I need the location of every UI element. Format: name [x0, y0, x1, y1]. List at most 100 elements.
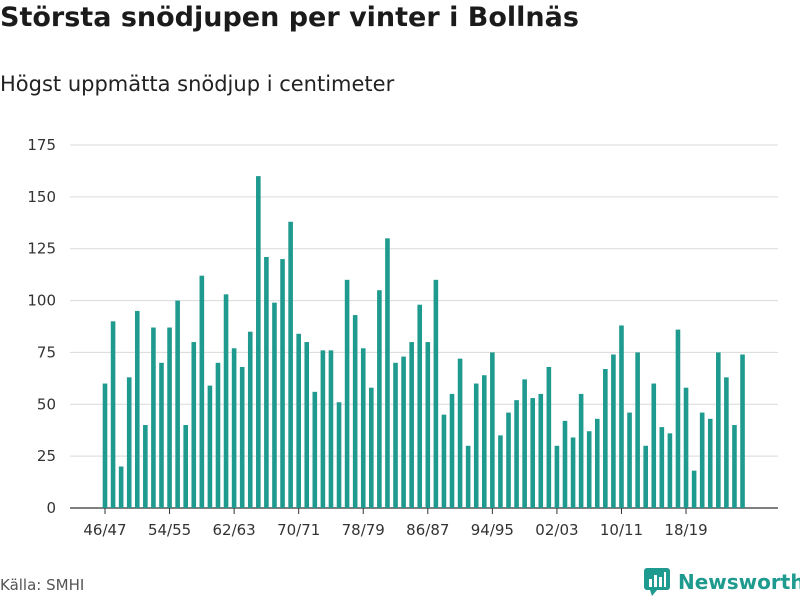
- bar: [207, 385, 213, 508]
- bar: [707, 418, 713, 508]
- x-tick-label: 62/63: [213, 521, 256, 539]
- bar: [167, 327, 172, 508]
- bar: [272, 302, 277, 508]
- bar: [288, 221, 293, 508]
- y-tick-label: 125: [27, 240, 56, 258]
- bar: [449, 393, 455, 508]
- bar: [151, 327, 156, 508]
- bar: [159, 362, 164, 508]
- x-tick-label: 86/87: [406, 521, 449, 539]
- bar: [328, 350, 334, 508]
- bar: [280, 259, 285, 508]
- y-tick-label: 150: [27, 188, 56, 206]
- bar: [377, 290, 382, 508]
- bar: [385, 238, 390, 508]
- x-tick-label: 18/19: [664, 521, 707, 539]
- bar: [264, 257, 269, 508]
- bar: [691, 470, 697, 508]
- bar: [481, 375, 487, 508]
- bar: [344, 279, 350, 508]
- bar: [603, 369, 608, 508]
- y-tick-label: 75: [37, 343, 56, 361]
- x-tick-label: 54/55: [148, 521, 191, 539]
- bar: [393, 362, 398, 508]
- brand-name: Newsworthy: [678, 570, 800, 594]
- bar: [699, 412, 705, 508]
- bar: [514, 400, 519, 508]
- bar: [732, 425, 737, 508]
- x-tick-label: 94/95: [471, 521, 514, 539]
- x-tick-label: 78/79: [342, 521, 385, 539]
- bars: [102, 176, 745, 509]
- bar: [586, 431, 592, 508]
- bar: [740, 354, 745, 508]
- y-tick-label: 0: [46, 499, 56, 517]
- chart-subtitle: Högst uppmätta snödjup i centimeter: [0, 72, 395, 96]
- chart-title: Största snödjupen per vinter i Bollnäs: [0, 2, 579, 33]
- bar: [635, 352, 640, 508]
- bar: [465, 445, 471, 508]
- bar: [401, 356, 406, 508]
- bar: [506, 412, 511, 508]
- bar: [425, 342, 431, 508]
- y-tick-label: 100: [27, 292, 56, 310]
- x-tick-label: 10/11: [600, 521, 643, 539]
- bar: [578, 393, 584, 508]
- bar: [175, 300, 180, 508]
- bar: [554, 445, 560, 508]
- bar: [183, 425, 188, 508]
- bar: [441, 414, 447, 508]
- bar: [643, 445, 648, 508]
- bar: [675, 329, 681, 508]
- x-tick-label: 02/03: [535, 521, 578, 539]
- bar: [716, 352, 721, 508]
- brand-logo: Newsworthy: [644, 568, 800, 596]
- y-tick-label: 50: [37, 395, 56, 413]
- bar: [102, 383, 108, 508]
- bar: [594, 418, 600, 508]
- bar: [562, 420, 568, 508]
- bar: [320, 350, 326, 508]
- bar: [231, 348, 237, 508]
- bar: [191, 342, 197, 508]
- bar: [619, 325, 624, 508]
- bar: [522, 379, 527, 508]
- x-tick-label: 46/47: [83, 521, 126, 539]
- y-axis-labels: 0 25 50 75 100 125 150 175: [27, 136, 56, 517]
- bar: [433, 279, 439, 508]
- bar: [247, 331, 253, 508]
- bar: [473, 383, 479, 508]
- bar: [546, 366, 552, 508]
- bar: [498, 435, 503, 508]
- bar: [110, 321, 116, 508]
- bar: [417, 304, 423, 508]
- bar: [611, 354, 616, 508]
- bar: [457, 358, 463, 508]
- bar: [239, 366, 245, 508]
- bar: [223, 294, 229, 508]
- bar: [312, 391, 318, 508]
- x-tick-label: 70/71: [277, 521, 320, 539]
- bar: [304, 342, 310, 508]
- x-axis-labels: 46/47 54/55 62/63 70/71 78/79 86/87 94/95 02/03…: [83, 508, 708, 539]
- y-tick-label: 175: [27, 136, 56, 154]
- bar: [336, 402, 342, 508]
- bar: [352, 315, 358, 508]
- bar: [199, 275, 205, 508]
- bar: [369, 387, 374, 508]
- bar: [683, 387, 689, 508]
- bar: [126, 377, 132, 508]
- bar: [667, 433, 673, 508]
- bar: [134, 310, 140, 508]
- bar: [627, 412, 632, 508]
- bar: [360, 348, 366, 508]
- bar: [530, 398, 536, 508]
- bar: [659, 427, 665, 508]
- bar: [538, 393, 544, 508]
- bar: [143, 425, 148, 508]
- bar: [215, 362, 221, 508]
- source-note: Källa: SMHI: [0, 576, 85, 594]
- bar: [296, 333, 301, 508]
- newsworthy-logo-icon: [644, 568, 670, 596]
